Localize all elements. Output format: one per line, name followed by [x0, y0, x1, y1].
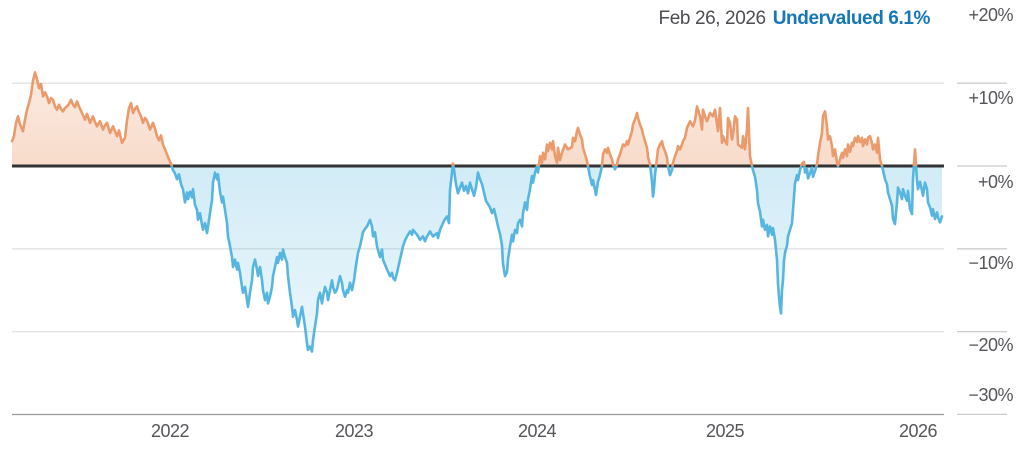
- annotation-date: Feb 26, 2026: [658, 8, 767, 29]
- y-axis-label: +10%: [968, 88, 1013, 108]
- undervalued-line: [170, 166, 944, 353]
- x-axis-label: 2026: [898, 421, 938, 441]
- undervalued-area: [12, 166, 942, 352]
- y-axis-label: +20%: [968, 5, 1013, 25]
- y-axis-label: −30%: [968, 385, 1013, 405]
- overvalued-line: [10, 71, 918, 166]
- y-axis-label: −20%: [968, 335, 1013, 355]
- annotation-status: Undervalued 6.1%: [772, 8, 931, 29]
- x-axis-label: 2025: [705, 421, 745, 441]
- x-axis-label: 2022: [150, 421, 190, 441]
- x-axis-label: 2024: [517, 421, 557, 441]
- overvalued-area: [12, 72, 942, 166]
- chart-annotation: Feb 26, 2026 Undervalued 6.1%: [658, 8, 931, 30]
- y-axis-label: −10%: [968, 253, 1013, 273]
- x-axis-label: 2023: [334, 421, 374, 441]
- y-axis-label: +0%: [977, 172, 1014, 192]
